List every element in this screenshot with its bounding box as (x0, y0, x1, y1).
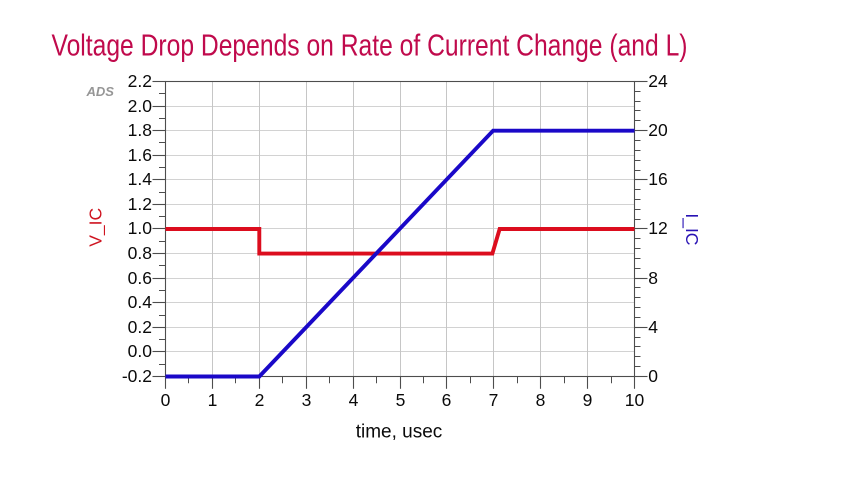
svg-text:Voltage Drop Depends on Rate o: Voltage Drop Depends on Rate of Current … (52, 28, 688, 62)
svg-text:time, usec: time, usec (356, 422, 443, 443)
svg-text:1.0: 1.0 (128, 218, 153, 238)
svg-text:1.6: 1.6 (128, 145, 152, 165)
svg-text:2.2: 2.2 (128, 71, 152, 91)
svg-text:4: 4 (648, 317, 658, 337)
svg-text:7: 7 (489, 390, 499, 410)
svg-text:0.8: 0.8 (128, 243, 152, 263)
svg-text:10: 10 (625, 390, 645, 410)
svg-text:12: 12 (648, 218, 667, 238)
svg-text:24: 24 (648, 71, 668, 91)
svg-text:0.6: 0.6 (128, 268, 152, 288)
svg-text:9: 9 (583, 390, 593, 410)
svg-text:0.0: 0.0 (128, 341, 153, 361)
svg-text:8: 8 (648, 268, 658, 288)
svg-text:0.2: 0.2 (128, 317, 152, 337)
svg-text:1.8: 1.8 (128, 120, 152, 140)
svg-text:0: 0 (648, 366, 658, 386)
svg-text:16: 16 (648, 169, 667, 189)
svg-text:3: 3 (302, 390, 312, 410)
svg-text:-0.2: -0.2 (122, 366, 152, 386)
svg-text:V_IC: V_IC (86, 208, 107, 247)
svg-text:2: 2 (255, 390, 265, 410)
svg-text:0.4: 0.4 (128, 292, 153, 312)
svg-text:6: 6 (442, 390, 452, 410)
svg-text:1: 1 (208, 390, 218, 410)
svg-text:20: 20 (648, 120, 668, 140)
svg-text:I_IC: I_IC (681, 213, 702, 245)
svg-text:0: 0 (161, 390, 171, 410)
svg-text:1.4: 1.4 (128, 169, 153, 189)
svg-text:1.2: 1.2 (128, 194, 152, 214)
svg-text:2.0: 2.0 (128, 96, 153, 116)
svg-text:5: 5 (396, 390, 406, 410)
svg-text:ADS: ADS (86, 84, 115, 99)
svg-text:8: 8 (536, 390, 546, 410)
svg-text:4: 4 (349, 390, 359, 410)
